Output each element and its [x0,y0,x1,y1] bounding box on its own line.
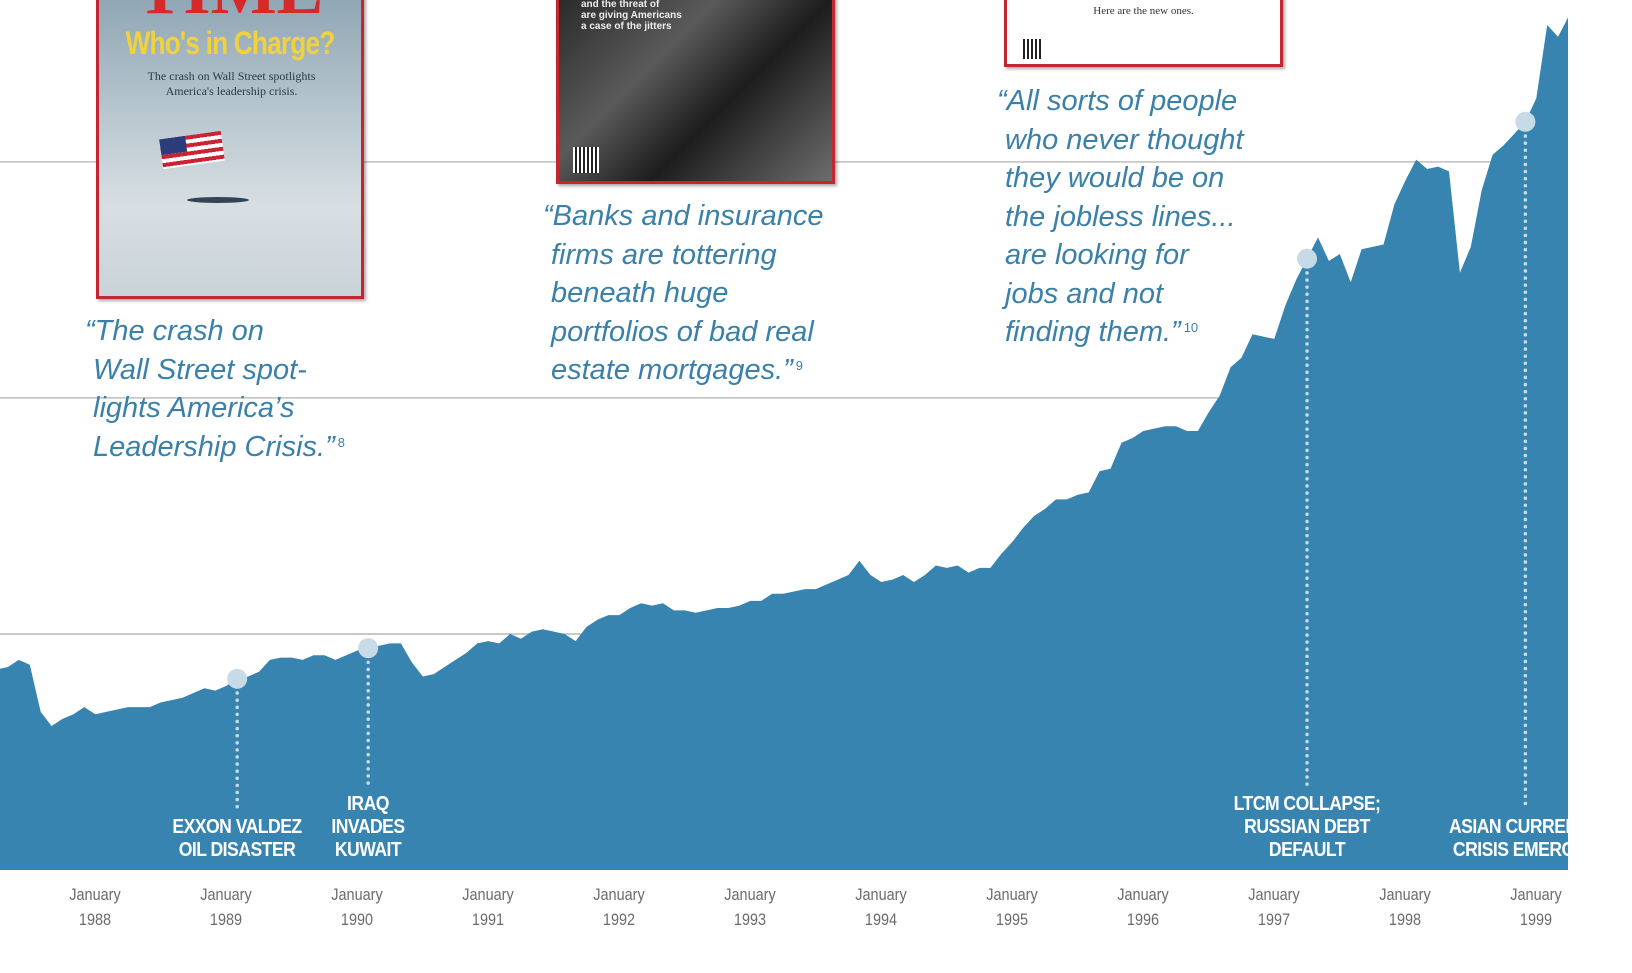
x-tick-label: January 1993 [724,885,776,929]
event-label-line: INVADES [331,816,406,838]
x-tick-label: January 1989 [200,885,252,929]
quote-text: the jobless lines... [1005,200,1236,233]
area [0,17,1568,870]
cover-blurb-line: and the threat of [581,0,660,10]
quote-text: firms are tottering [551,238,777,271]
x-tick-label: January 1994 [855,885,907,929]
quote-line: are looking for [997,236,1244,275]
quote-text: beneath huge [551,277,729,309]
cover-blurb-line: a case of the jitters [581,21,672,32]
quote-line: lights America’s [85,389,345,428]
quote-text: “Banks and insurance [543,200,824,232]
quote-line: the jobless lines... [997,198,1244,237]
event-marker [358,638,379,659]
x-tick-label: January 1991 [462,885,514,929]
footnote-marker: 8 [337,434,345,450]
quote-line: jobs and not [997,275,1244,314]
event-label-line: RUSSIAN DEBT [1244,816,1370,838]
quote-text: “All sorts of people [997,85,1238,117]
quote-line: “The crash on [85,312,345,351]
cover-headline: Who's in Charge? [125,25,336,61]
quote-line: Leadership Crisis.” 8 [85,428,345,467]
magazine-cover: TIME Who's in Charge? The crash on Wall … [96,0,364,299]
x-tick-label: January 1996 [1117,885,1169,929]
cover-blurb: The crash on Wall Street spotlights Amer… [147,69,316,98]
quote-text: are looking for [1005,239,1189,271]
cover-masthead: TIME [99,0,361,31]
cover-blurb: Here are the new ones. [1093,5,1194,17]
quote-text: lights America’s [93,392,295,424]
quote-line: finding them.” 10 [997,313,1244,352]
quote-line: estate mortgages.” 9 [543,351,824,390]
quote-line: Wall Street spot- [85,351,345,390]
event-marker [1515,111,1536,132]
x-tick-label: January 1995 [986,885,1038,929]
event-marker [227,668,248,689]
event-marker [1297,248,1318,269]
event-label: ASIAN CURRENCYCRISIS EMERGES [1437,816,1568,862]
quote-line: portfolios of bad real [543,313,824,352]
x-tick-label: January 1992 [593,885,645,929]
quote-text: they would be on [1005,162,1225,194]
quote-line: firms are tottering [543,236,824,275]
cover-barcode [573,147,599,173]
event-label-line: DEFAULT [1268,839,1346,861]
event-label-line: CRISIS EMERGES [1453,839,1568,861]
event-label: LTCM COLLAPSE; RUSSIAN DEBT DEFAULT [1219,793,1395,862]
quote: “The crash on Wall Street spot-lights Ame… [85,312,345,466]
footnote-marker: 10 [1183,320,1199,335]
magazine-cover: and the threat of are giving Americans a… [556,0,835,184]
event-label-line: OIL DISASTER [178,839,296,861]
quote-line: “All sorts of people [997,82,1244,121]
quote: “Banks and insurance firms are tottering b… [543,197,824,390]
quote: “All sorts of people who never thought the… [997,82,1244,352]
cover-blurb: and the threat of are giving Americans a… [581,0,682,32]
quote-line: they would be on [997,159,1244,198]
quote-text: who never thought [1005,123,1244,156]
x-tick-label: January 1988 [69,885,121,929]
event-label: IRAQ INVADES KUWAIT [280,793,456,862]
chart-stage: TIME Who's in Charge? The crash on Wall … [0,0,1568,929]
cover-blurb-line: are giving Americans [581,10,682,21]
quote-text: finding them.” [1005,316,1181,348]
quote-text: estate mortgages.” [551,354,793,386]
quote-text: Leadership Crisis.” [93,430,335,463]
quote-line: “Banks and insurance [543,197,824,236]
quote-text: Wall Street spot- [93,353,307,386]
x-tick-label: January 1997 [1248,885,1300,929]
event-label-line: LTCM COLLAPSE; [1233,793,1381,815]
event-label-line: ASIAN CURRENCY [1449,816,1568,838]
cover-flag [159,130,225,170]
cover-shadow [187,197,249,203]
event-label: EXXON VALDEZ OIL DISASTER [149,816,325,862]
quote-line: who never thought [997,121,1244,160]
magazine-cover: Here are the new ones. [1004,0,1283,67]
cover-barcode [1021,39,1043,59]
quote-line: beneath huge [543,274,824,313]
event-label-line: EXXON VALDEZ [172,816,303,838]
x-tick-label: January 1999 [1510,885,1562,929]
footnote-marker: 9 [795,358,804,373]
quote-text: “The crash on [85,315,264,347]
x-tick-label: January 1998 [1379,885,1431,929]
event-label-line: KUWAIT [335,839,402,861]
event-label-line: IRAQ [347,793,390,815]
quote-text: portfolios of bad real [551,315,814,348]
quote-text: jobs and not [1005,277,1164,310]
x-tick-label: January 1990 [331,885,383,929]
